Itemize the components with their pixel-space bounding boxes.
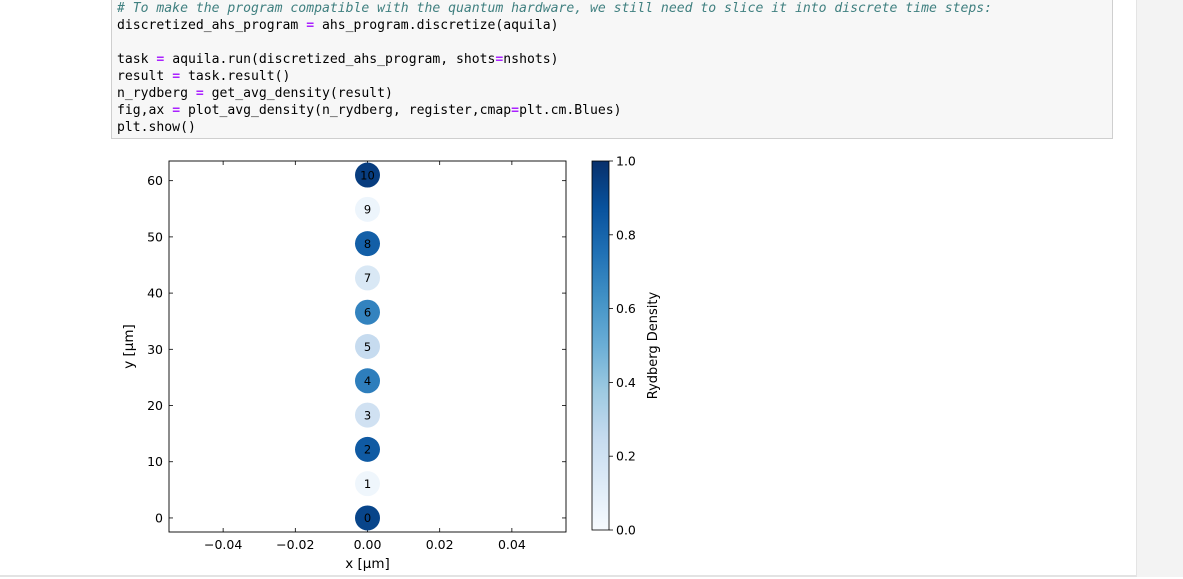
code-token: aquila.run(discretized_ahs_program, shot…: [164, 52, 496, 67]
code-token: ahs_program.discretize(aquila): [314, 18, 559, 33]
code-operator: =: [156, 52, 165, 67]
notebook-bottom-divider: [0, 575, 1136, 577]
x-tick-label: −0.04: [204, 537, 242, 552]
y-tick-label: 60: [147, 173, 163, 188]
atom-site-label: 1: [364, 477, 371, 491]
code-line: # To make the program compatible with th…: [117, 0, 992, 17]
code-line: n_rydberg = get_avg_density(result): [117, 85, 992, 102]
code-line: plt.show(): [117, 119, 992, 136]
colorbar: [591, 160, 610, 531]
colorbar-tick-label: 0.4: [616, 375, 636, 390]
y-tick-label: 50: [147, 229, 163, 244]
code-token: task: [117, 52, 157, 67]
y-tick-label: 30: [147, 342, 163, 357]
cell-output: −0.04 −0.02 0.00 0.02 0.04 0 10 20 30 40 50 60 x [μm…: [111, 145, 711, 575]
atom-site-label: 3: [364, 408, 371, 422]
code-line: result = task.result(): [117, 68, 992, 85]
code-token: fig,ax: [117, 103, 173, 118]
y-tick-label: 0: [155, 510, 163, 525]
code-operator: =: [172, 103, 181, 118]
x-tick-label: 0.00: [354, 537, 382, 552]
colorbar-tick-label: 0.8: [616, 227, 636, 242]
code-token: plot_avg_density(n_rydberg, register,cma…: [180, 103, 512, 118]
atom-site-label: 6: [364, 306, 371, 320]
code-operator: =: [511, 103, 520, 118]
atom-site-label: 4: [364, 374, 371, 388]
code-line: task = aquila.run(discretized_ahs_progra…: [117, 51, 992, 68]
code-token: plt.show(): [117, 120, 196, 135]
atom-site-marker: [355, 162, 380, 188]
code-line: discretized_ahs_program = ahs_program.di…: [117, 17, 992, 34]
code-line: fig,ax = plot_avg_density(n_rydberg, reg…: [117, 102, 992, 119]
atom-site-marker: [355, 505, 380, 531]
atom-site-label: 10: [360, 168, 375, 182]
code-comment: # To make the program compatible with th…: [117, 1, 993, 16]
code-operator: =: [172, 69, 181, 84]
atom-site-label: 2: [364, 443, 371, 457]
y-tick-label: 40: [147, 286, 163, 301]
atom-site-marker: [355, 334, 380, 359]
atom-site-marker: [355, 196, 380, 222]
atom-site-marker: [355, 402, 380, 428]
x-tick-label: 0.04: [498, 537, 526, 552]
colorbar-tick-label: 0.2: [616, 449, 636, 464]
x-tick-label: 0.02: [426, 537, 454, 552]
code-token: discretized_ahs_program: [117, 18, 307, 33]
atom-site-marker: [355, 299, 380, 325]
code-line: [117, 34, 992, 51]
x-axis-label: x [μm]: [345, 556, 390, 572]
code-operator: =: [495, 52, 504, 67]
atom-site-marker: [355, 368, 380, 394]
code-token: task.result(): [180, 69, 291, 84]
colorbar-tick-label: 0.6: [616, 301, 636, 316]
code-token: plt.cm.Blues): [519, 103, 622, 118]
x-tick-label: −0.02: [276, 537, 314, 552]
atom-site-marker: [355, 231, 380, 257]
code-token: nshots): [503, 52, 559, 67]
y-tick-label: 10: [147, 454, 163, 469]
code-operator: =: [306, 18, 315, 33]
colorbar-label: Rydberg Density: [646, 291, 661, 399]
atom-site-marker: [355, 265, 380, 291]
code-editor[interactable]: # To make the program compatible with th…: [117, 0, 992, 136]
atom-site-label: 5: [364, 340, 371, 354]
atom-site-marker: [355, 436, 380, 462]
atom-site-label: 8: [364, 237, 371, 251]
code-token: n_rydberg: [117, 86, 196, 101]
atom-site-label: 0: [364, 511, 371, 525]
y-tick-label: 20: [147, 398, 163, 413]
code-token: result: [117, 69, 173, 84]
colorbar-tick-label: 1.0: [616, 154, 636, 169]
code-token: get_avg_density(result): [203, 86, 393, 101]
colorbar-tick-label: 0.0: [616, 523, 636, 538]
code-operator: =: [195, 86, 204, 101]
code-cell-input[interactable]: # To make the program compatible with th…: [111, 0, 1113, 139]
atom-site-label: 9: [364, 203, 371, 217]
atom-site-marker: [355, 471, 380, 497]
atom-site-label: 7: [364, 271, 371, 285]
y-axis-label: y [μm]: [121, 324, 137, 369]
notebook-right-gutter: [1136, 0, 1183, 577]
